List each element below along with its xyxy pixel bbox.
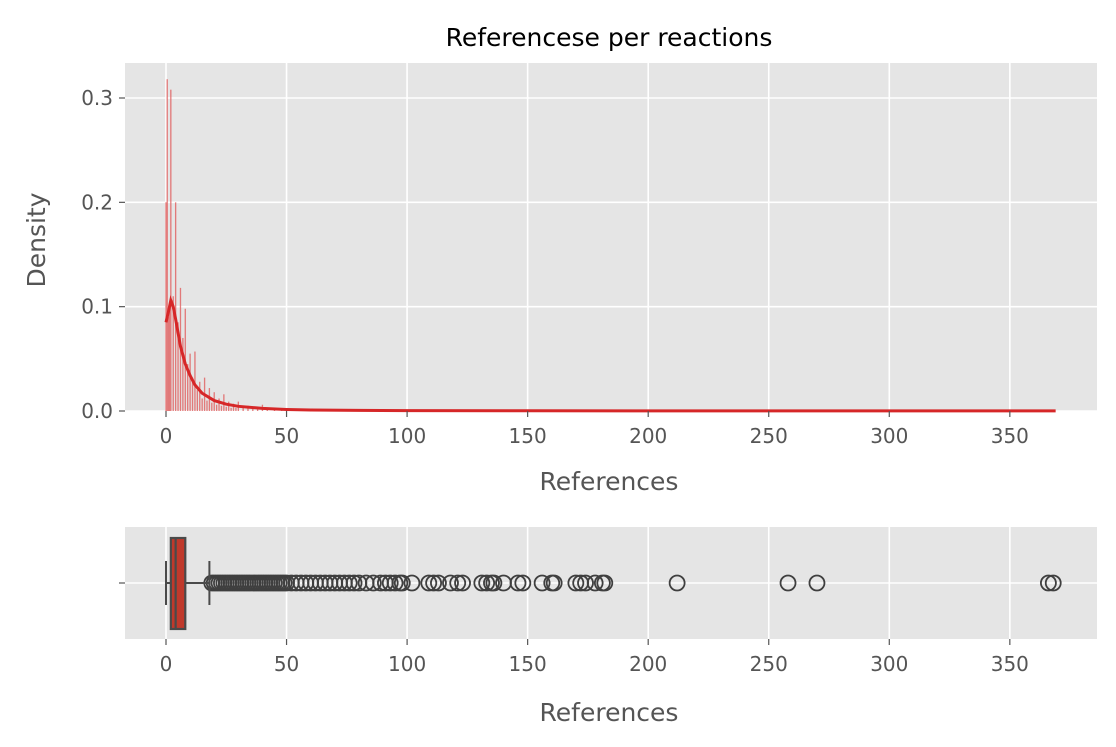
x-tick-label: 200 [629,652,667,676]
histogram-bar [177,322,179,411]
histogram-y-ticks: 0.0 0.1 0.2 0.3 [81,86,125,423]
outlier-point [596,574,614,592]
outlier-point [1044,574,1062,592]
x-tick-label: 150 [509,652,547,676]
histogram-bar [196,390,199,411]
outlier-point [779,574,797,592]
histogram-bar [220,405,223,411]
y-tick-label: 0.3 [81,86,113,110]
outlier-point [1040,574,1057,592]
outlier-point [473,574,491,592]
x-tick-label: 250 [750,424,788,448]
y-tick-label: 0.1 [81,295,113,319]
outlier-point [586,574,604,592]
histogram-bar [172,296,174,411]
outlier-point [420,574,438,592]
chart-title: Referencese per reactions [446,23,773,52]
y-tick-label: 0.0 [81,399,113,423]
x-tick-label: 100 [388,424,426,448]
boxplot-box [165,536,211,631]
histogram-bar [199,381,201,411]
outlier-point [340,574,358,592]
histogram-panel: 0 50 100 150 200 250 300 350 0.0 0.1 0.2 0.3 [81,63,1097,448]
outlier-point [577,574,594,592]
outlier-point [509,574,527,592]
outlier-point [545,574,563,592]
histogram-x-ticks: 0 50 100 150 200 250 300 350 [160,411,1029,448]
x-tick-label: 350 [991,424,1029,448]
histogram-bar [189,353,191,411]
outlier-point [345,574,363,592]
outlier-point [567,574,585,592]
outlier-point [386,574,404,592]
y-tick-label: 0.2 [81,190,113,214]
outlier-point [425,574,443,592]
boxplot-x-label: References [540,698,679,727]
histogram-bar [225,406,227,411]
outlier-point [381,574,399,592]
outlier-point [485,574,503,592]
x-tick-label: 300 [870,424,908,448]
outlier-point [403,574,421,592]
outlier-point [393,574,411,592]
histogram-x-label: References [540,467,679,496]
boxplot-outliers [203,574,1062,592]
histogram-bar [187,364,189,411]
x-tick-label: 200 [629,424,667,448]
outlier-point [514,574,532,592]
histogram-bar [206,400,208,411]
histogram-bar [218,398,220,411]
histogram-bar [174,202,177,411]
boxplot-panel: 0 50 100 150 200 250 300 350 [119,527,1097,676]
x-tick-label: 250 [750,652,788,676]
outlier-point [454,574,471,592]
histogram-bar [235,407,237,411]
x-tick-label: 50 [274,424,299,448]
x-tick-label: 50 [274,652,299,676]
outlier-point [533,574,551,592]
histogram-bar [242,406,244,411]
outlier-point [430,574,447,592]
histogram-bar [194,351,196,411]
histogram-bar [232,403,235,411]
histogram-bar [168,306,171,411]
interquartile-box [169,536,187,631]
histogram-plot-area [125,63,1097,411]
histogram-bar [191,377,194,411]
histogram-bar [252,407,254,411]
histogram-bar [201,398,203,411]
x-tick-label: 150 [509,424,547,448]
x-tick-label: 0 [160,652,173,676]
histogram-bar [170,89,172,412]
outlier-point [668,574,686,592]
histogram-bar [211,402,213,411]
histogram-bar [165,202,167,411]
outlier-point [449,574,467,592]
x-tick-label: 0 [160,424,173,448]
histogram-y-label: Density [22,192,51,287]
boxplot-x-ticks: 0 50 100 150 200 250 300 350 [160,639,1029,676]
histogram-bar [208,388,211,411]
outlier-point [478,574,496,592]
histogram-bar [215,404,218,411]
histogram-bar [166,79,168,411]
x-tick-label: 100 [388,652,426,676]
outlier-point [808,574,826,592]
x-tick-label: 350 [991,652,1029,676]
x-tick-label: 300 [870,652,908,676]
outlier-point [442,574,459,592]
histogram-bar [167,317,170,411]
kde-curve [164,295,1056,413]
histogram-bar [230,407,232,411]
outlier-point [364,574,382,592]
histogram-bar [182,337,184,411]
histogram-bar [228,401,230,411]
